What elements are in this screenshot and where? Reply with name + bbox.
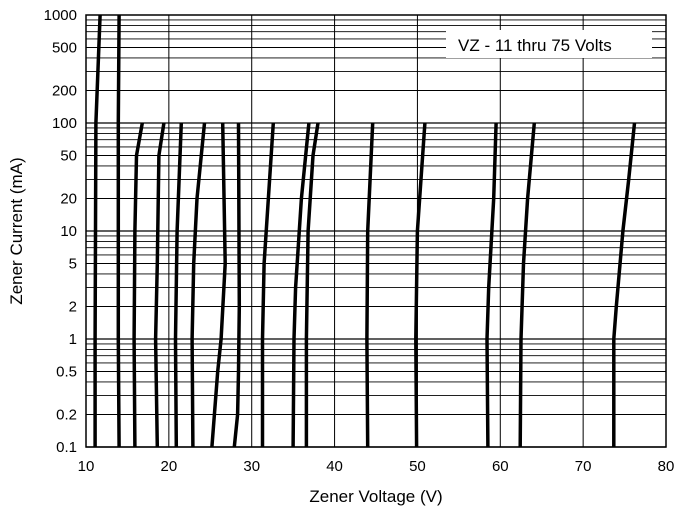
y-tick-label: 1000	[44, 7, 77, 24]
zener-curve	[93, 14, 102, 447]
tick-labels: 10 20 30 40 50 60 70 80 0.1 0.2 0.5 1 2 5 10 20 50 100 200…	[44, 7, 675, 475]
y-tick-label: 0.5	[56, 364, 77, 381]
zener-curve	[132, 122, 145, 448]
x-tick-label: 20	[161, 458, 178, 475]
y-tick-label: 0.2	[56, 406, 77, 423]
x-tick-label: 30	[243, 458, 260, 475]
x-tick-label: 60	[492, 458, 509, 475]
zener-curve	[116, 14, 121, 448]
zener-curve	[173, 122, 184, 448]
y-tick-label: 2	[69, 298, 77, 315]
y-tick-label: 5	[69, 256, 77, 273]
y-tick-label: 200	[52, 82, 77, 99]
y-tick-label: 1	[69, 331, 77, 348]
annotation-background	[446, 30, 652, 58]
zener-curve	[365, 122, 375, 448]
y-tick-label: 0.1	[56, 439, 77, 456]
y-tick-label: 500	[52, 40, 77, 57]
annotation-box: VZ - 11 thru 75 Volts	[446, 30, 652, 58]
annotation-label: VZ - 11 thru 75 Volts	[458, 36, 612, 55]
series-layer	[93, 14, 637, 448]
x-tick-label: 80	[658, 458, 675, 475]
zener-curve	[518, 122, 537, 448]
x-tick-label: 10	[78, 458, 95, 475]
y-tick-label: 10	[60, 223, 77, 240]
x-tick-label: 40	[326, 458, 343, 475]
zener-curve	[153, 122, 166, 448]
zener-curve	[485, 122, 498, 448]
x-tick-label: 70	[575, 458, 592, 475]
y-tick-label: 20	[60, 190, 77, 207]
zener-curve	[291, 122, 311, 448]
zener-curve	[232, 122, 242, 448]
x-axis-title: Zener Voltage (V)	[309, 487, 442, 506]
y-axis-title: Zener Current (mA)	[7, 157, 26, 304]
zener-curve	[612, 122, 637, 447]
y-tick-label: 50	[60, 148, 77, 165]
zener-curve	[414, 122, 427, 448]
zener-curve	[190, 122, 207, 448]
zener-curve	[304, 122, 320, 447]
plot-frame	[85, 14, 667, 448]
x-tick-label: 50	[409, 458, 426, 475]
zener-curve	[260, 122, 276, 447]
zener-curve	[210, 122, 227, 448]
y-tick-label: 100	[52, 115, 77, 132]
